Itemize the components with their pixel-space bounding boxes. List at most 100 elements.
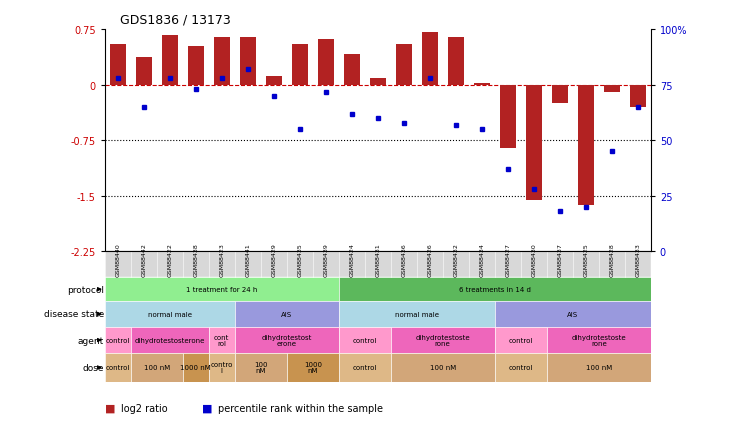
Text: agent: agent [78, 336, 104, 345]
Bar [552, 86, 568, 104]
Bar [209, 327, 235, 353]
Text: GSM88436: GSM88436 [401, 243, 406, 276]
Bar [494, 327, 547, 353]
Text: control: control [352, 337, 377, 343]
Text: control: control [509, 365, 533, 371]
Text: 6 treatments in 14 d: 6 treatments in 14 d [459, 286, 530, 293]
Text: 100 nM: 100 nM [144, 365, 170, 371]
Text: disease state: disease state [44, 310, 104, 319]
Text: dihydrotestost
erone: dihydrotestost erone [262, 334, 312, 346]
Text: AIS: AIS [567, 311, 578, 317]
Bar [162, 36, 177, 86]
Bar [448, 38, 464, 86]
Text: 100
nM: 100 nM [254, 362, 268, 374]
Text: 1000 nM: 1000 nM [180, 365, 211, 371]
Text: ■: ■ [202, 403, 212, 413]
Bar [292, 45, 307, 86]
Bar [235, 327, 339, 353]
Text: GSM88441: GSM88441 [245, 243, 251, 276]
Text: GSM88425: GSM88425 [583, 243, 588, 276]
Bar [235, 301, 339, 327]
Text: GSM88434: GSM88434 [479, 243, 484, 276]
Bar [105, 278, 339, 301]
Bar [344, 55, 360, 86]
Bar [188, 47, 203, 86]
Text: 100 nM: 100 nM [586, 365, 612, 371]
Text: normal male: normal male [147, 311, 191, 317]
Bar [266, 77, 281, 86]
Bar [547, 327, 651, 353]
Bar [339, 301, 494, 327]
Text: GSM88433: GSM88433 [635, 243, 640, 276]
Text: GSM88428: GSM88428 [610, 243, 614, 276]
Text: GSM88423: GSM88423 [219, 243, 224, 276]
Bar [339, 353, 390, 382]
Bar [370, 79, 385, 86]
Bar [110, 45, 126, 86]
Text: protocol: protocol [67, 285, 104, 294]
Bar [474, 83, 489, 86]
Text: GSM88432: GSM88432 [453, 243, 459, 276]
Bar [526, 86, 542, 200]
Bar [105, 327, 131, 353]
Bar [390, 353, 494, 382]
Text: GSM88430: GSM88430 [531, 243, 536, 276]
Bar [131, 327, 209, 353]
Bar [630, 86, 646, 108]
Bar [547, 353, 651, 382]
Text: log2 ratio: log2 ratio [121, 403, 168, 413]
Text: GSM88442: GSM88442 [141, 243, 146, 276]
Bar [136, 58, 152, 86]
Text: control: control [509, 337, 533, 343]
Bar [214, 38, 230, 86]
Bar [286, 353, 339, 382]
Text: GSM88438: GSM88438 [193, 243, 198, 276]
Bar [578, 86, 594, 205]
Text: percentile rank within the sample: percentile rank within the sample [218, 403, 384, 413]
Bar [390, 327, 494, 353]
Bar [183, 353, 209, 382]
Text: 1000
nM: 1000 nM [304, 362, 322, 374]
Text: contro
l: contro l [210, 362, 233, 374]
Text: GSM88439: GSM88439 [323, 243, 328, 276]
Bar [494, 301, 651, 327]
Text: control: control [105, 365, 130, 371]
Bar [494, 353, 547, 382]
Text: GSM88426: GSM88426 [427, 243, 432, 276]
Text: GDS1836 / 13173: GDS1836 / 13173 [120, 13, 230, 26]
Bar [131, 353, 183, 382]
Text: dihydrotestosterone: dihydrotestosterone [135, 337, 205, 343]
Bar [105, 301, 235, 327]
Bar [500, 86, 515, 148]
Text: normal male: normal male [395, 311, 439, 317]
Text: cont
rol: cont rol [214, 334, 230, 346]
Text: dose: dose [83, 363, 104, 372]
Text: GSM88424: GSM88424 [349, 243, 355, 276]
Text: 100 nM: 100 nM [429, 365, 456, 371]
Text: GSM88429: GSM88429 [272, 243, 276, 276]
Text: 1 treatment for 24 h: 1 treatment for 24 h [186, 286, 257, 293]
Text: GSM88440: GSM88440 [115, 243, 120, 276]
Bar [339, 278, 651, 301]
Text: control: control [352, 365, 377, 371]
Bar [396, 45, 411, 86]
Bar [318, 40, 334, 86]
Text: GSM88437: GSM88437 [557, 243, 562, 276]
Text: AIS: AIS [281, 311, 292, 317]
Bar [209, 353, 235, 382]
Text: GSM88427: GSM88427 [505, 243, 510, 276]
Bar [235, 353, 286, 382]
Text: ■: ■ [105, 403, 115, 413]
Bar [422, 33, 438, 86]
Text: dihydrotestoste
rone: dihydrotestoste rone [571, 334, 626, 346]
Bar [604, 86, 619, 93]
Bar [105, 252, 651, 278]
Text: GSM88422: GSM88422 [168, 243, 172, 276]
Text: GSM88431: GSM88431 [375, 243, 380, 276]
Text: GSM88435: GSM88435 [297, 243, 302, 276]
Text: control: control [105, 337, 130, 343]
Bar [240, 38, 256, 86]
Bar [105, 353, 131, 382]
Text: dihydrotestoste
rone: dihydrotestoste rone [415, 334, 470, 346]
Bar [339, 327, 390, 353]
